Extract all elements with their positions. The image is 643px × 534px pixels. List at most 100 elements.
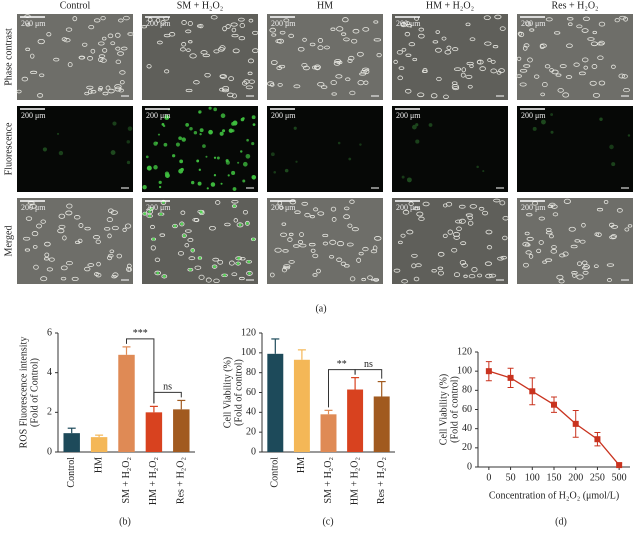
cell <box>107 88 115 94</box>
cell <box>522 262 529 268</box>
scale-label: 200 μm <box>271 19 296 28</box>
cell <box>58 224 66 229</box>
cell <box>193 80 200 85</box>
cell <box>279 30 286 35</box>
scale-label: 200 μm <box>521 19 546 28</box>
cell <box>456 226 462 232</box>
cell <box>177 251 185 256</box>
significance-bracket <box>153 391 182 404</box>
cell <box>517 31 523 36</box>
cell <box>224 222 231 227</box>
cell <box>469 204 478 209</box>
cell <box>221 88 229 93</box>
cell <box>199 132 202 136</box>
cell <box>363 69 370 75</box>
cell <box>460 241 467 246</box>
cell <box>598 40 605 46</box>
cell <box>117 51 125 56</box>
cell <box>160 20 166 25</box>
bar <box>373 396 390 452</box>
cell-green <box>162 274 166 278</box>
cell <box>359 143 362 146</box>
cell <box>322 241 329 246</box>
cell <box>412 124 417 130</box>
scale-label: 200 μm <box>146 19 171 28</box>
cell <box>230 22 238 27</box>
cell <box>181 20 187 25</box>
cell <box>217 259 224 265</box>
cell <box>349 276 356 282</box>
cell <box>331 217 337 222</box>
cell <box>31 231 39 237</box>
cell <box>466 61 474 66</box>
cell <box>98 86 103 90</box>
cell <box>299 232 304 237</box>
cell <box>231 272 238 277</box>
x-tick-label: SM + H₂O₂ <box>323 457 334 504</box>
cell <box>554 31 561 35</box>
cell <box>110 210 118 215</box>
cell <box>435 30 440 34</box>
cell <box>56 132 60 135</box>
cell <box>436 76 442 82</box>
cell <box>275 39 282 44</box>
cell <box>65 210 73 216</box>
cell <box>67 62 73 68</box>
cell <box>25 23 31 27</box>
cell <box>417 92 425 98</box>
row-label: Phase contrast <box>3 28 14 86</box>
cell <box>30 53 35 59</box>
cell <box>486 245 493 250</box>
cell <box>336 257 343 262</box>
cell <box>127 126 133 131</box>
cell <box>198 274 205 280</box>
cell <box>455 219 463 224</box>
cell <box>400 21 406 27</box>
cell <box>301 201 309 206</box>
cell <box>181 42 187 47</box>
micrograph: 200 μm <box>517 198 633 284</box>
x-tick-label: HM + H₂O₂ <box>148 457 159 505</box>
cell <box>445 201 453 207</box>
cell <box>312 273 318 277</box>
cell <box>186 48 191 52</box>
cell <box>557 88 564 93</box>
panel-label: (a) <box>315 303 326 314</box>
cell <box>65 27 73 32</box>
cell <box>213 278 220 284</box>
cell <box>568 226 576 232</box>
cell <box>202 144 206 148</box>
cell <box>293 244 300 248</box>
cell <box>343 214 350 220</box>
cell <box>356 51 364 57</box>
cell <box>213 49 220 54</box>
cell <box>603 199 609 205</box>
cell <box>40 219 46 224</box>
cell <box>198 111 201 114</box>
cell <box>418 33 425 39</box>
cell <box>241 81 248 86</box>
cell-green <box>188 268 192 272</box>
cell <box>463 274 468 278</box>
cell <box>299 243 307 248</box>
cell <box>194 265 202 270</box>
cell <box>467 84 473 89</box>
cell <box>271 33 277 37</box>
image-background <box>17 14 133 100</box>
cell <box>61 37 68 42</box>
significance-bracket <box>126 338 155 404</box>
cell <box>519 68 528 73</box>
cell <box>156 40 163 45</box>
cell-green <box>148 210 152 214</box>
cell <box>157 133 161 136</box>
cell <box>88 24 95 30</box>
cell <box>526 236 534 242</box>
cell <box>576 274 584 280</box>
cell <box>373 38 382 42</box>
cell <box>206 187 209 190</box>
cell <box>245 85 253 90</box>
micrograph: 200 μm <box>392 14 508 100</box>
x-tick-label: 250 <box>590 472 605 483</box>
image-background <box>517 14 633 100</box>
